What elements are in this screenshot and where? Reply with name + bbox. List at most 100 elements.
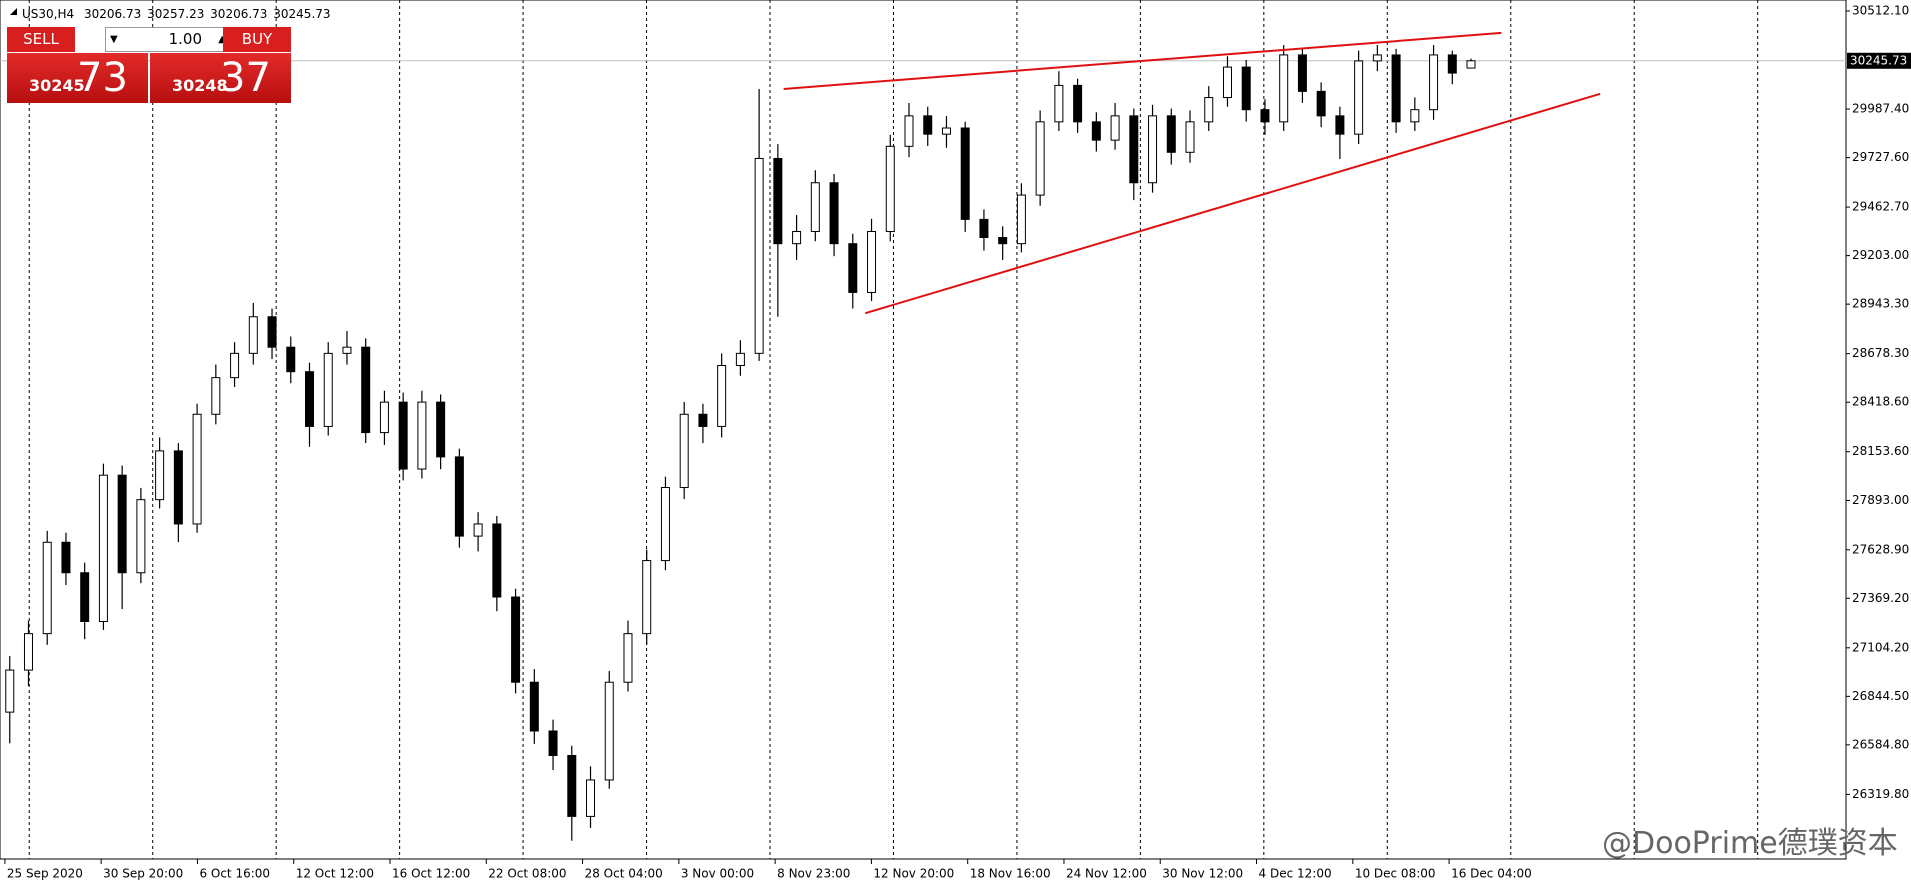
candle-body (1204, 97, 1214, 123)
candle-body (604, 681, 614, 781)
candle-body (1016, 194, 1026, 245)
candle-body (454, 456, 464, 537)
candle-body (642, 560, 652, 635)
candle-body (398, 401, 408, 470)
buy-button[interactable]: BUY (223, 27, 291, 52)
candle-body (173, 450, 183, 525)
lot-down[interactable]: ▼ (110, 34, 118, 45)
x-tick-label: 30 Nov 12:00 (1162, 867, 1243, 881)
candle-body (80, 572, 90, 622)
candle-body (623, 633, 633, 683)
candle-body (1073, 84, 1083, 123)
candle-body (885, 145, 895, 233)
candle-body (61, 541, 71, 574)
candle-body (1297, 54, 1307, 92)
y-tick-label: 28943.30 (1852, 297, 1909, 311)
candle-body (1372, 54, 1382, 62)
x-tick-label: 28 Oct 04:00 (585, 867, 663, 881)
candle-body (342, 346, 352, 354)
lot-up[interactable]: ▲ (218, 28, 226, 51)
candle-body (155, 450, 165, 501)
candle-body (267, 316, 277, 348)
x-tick-label: 30 Sep 20:00 (103, 867, 183, 881)
candle-body (1091, 121, 1101, 141)
candle-body (511, 596, 521, 683)
candle-body (361, 346, 371, 434)
candle-body (1429, 54, 1439, 111)
candle-body (754, 157, 764, 354)
candle-body (286, 346, 296, 373)
candle-body (1129, 115, 1139, 184)
candle-body (923, 115, 933, 135)
candle-body (1110, 115, 1120, 141)
y-tick-label: 26584.80 (1852, 737, 1909, 751)
candle-body (792, 231, 802, 245)
y-tick-label: 29462.70 (1852, 200, 1909, 214)
candle-body (1316, 90, 1326, 117)
candle-body (1391, 54, 1401, 123)
candle-body (1410, 109, 1420, 123)
candle-body (1466, 60, 1476, 69)
candle-body (323, 352, 333, 427)
candle-body (1335, 115, 1345, 135)
candle-body (211, 377, 221, 415)
menu-icon[interactable] (10, 8, 17, 15)
bid-main: 30245 (29, 76, 85, 95)
sell-button[interactable]: SELL (7, 27, 75, 52)
ask-price[interactable]: 30248 37 (150, 53, 291, 103)
y-tick-label: 27628.90 (1852, 542, 1909, 556)
bid-price[interactable]: 30245 73 (7, 53, 148, 103)
candle-body (1279, 54, 1289, 123)
y-tick-label: 29727.60 (1852, 150, 1909, 164)
trendline (865, 92, 1601, 315)
candle-body (5, 669, 15, 713)
y-tick-label: 29987.40 (1852, 102, 1909, 116)
y-tick-label: 27893.00 (1852, 493, 1909, 507)
lot-input[interactable]: ▼ 1.00 ▲ (105, 27, 233, 52)
y-tick-label: 28418.60 (1852, 395, 1909, 409)
candle-body (492, 523, 502, 598)
candle-body (941, 127, 951, 135)
x-tick-label: 3 Nov 00:00 (681, 867, 754, 881)
candle-body (867, 231, 877, 293)
candle-body (230, 352, 240, 379)
candle-body (117, 474, 127, 574)
candle-body (379, 401, 389, 434)
candle-body (1166, 115, 1176, 153)
candle-body (23, 633, 33, 671)
ask-main: 30248 (172, 76, 228, 95)
lot-value: 1.00 (168, 30, 202, 48)
candle-body (586, 779, 596, 817)
x-tick-label: 12 Nov 20:00 (873, 867, 954, 881)
x-tick-label: 18 Nov 16:00 (970, 867, 1051, 881)
x-tick-label: 4 Dec 12:00 (1259, 867, 1332, 881)
candle-body (1054, 84, 1064, 123)
ohlc-open: 30206.73 (84, 7, 141, 21)
trendline (783, 31, 1502, 90)
candle-body (436, 401, 446, 458)
candle-body (1185, 121, 1195, 153)
candle-body (998, 237, 1008, 245)
candle-body (1354, 60, 1364, 135)
price-tag-label: 30245.73 (1850, 53, 1907, 67)
candle-body (735, 352, 745, 367)
candle-body (979, 218, 989, 239)
candle-body (679, 413, 689, 489)
candle-body (567, 754, 577, 817)
candle-body (848, 243, 858, 293)
candle-body (1447, 54, 1457, 74)
candle-body (810, 182, 820, 233)
x-tick-label: 24 Nov 12:00 (1066, 867, 1147, 881)
candle-body (717, 365, 727, 427)
x-tick-label: 6 Oct 16:00 (199, 867, 270, 881)
ohlc-high: 30257.23 (147, 7, 204, 21)
plot-frame (0, 0, 1847, 860)
symbol: US30,H4 (22, 7, 74, 21)
candle-body (904, 115, 914, 147)
candle-body (698, 413, 708, 427)
candle-body (42, 541, 52, 635)
x-tick-label: 16 Dec 04:00 (1451, 867, 1532, 881)
watermark: @DooPrime德璞资本 (1602, 826, 1898, 861)
